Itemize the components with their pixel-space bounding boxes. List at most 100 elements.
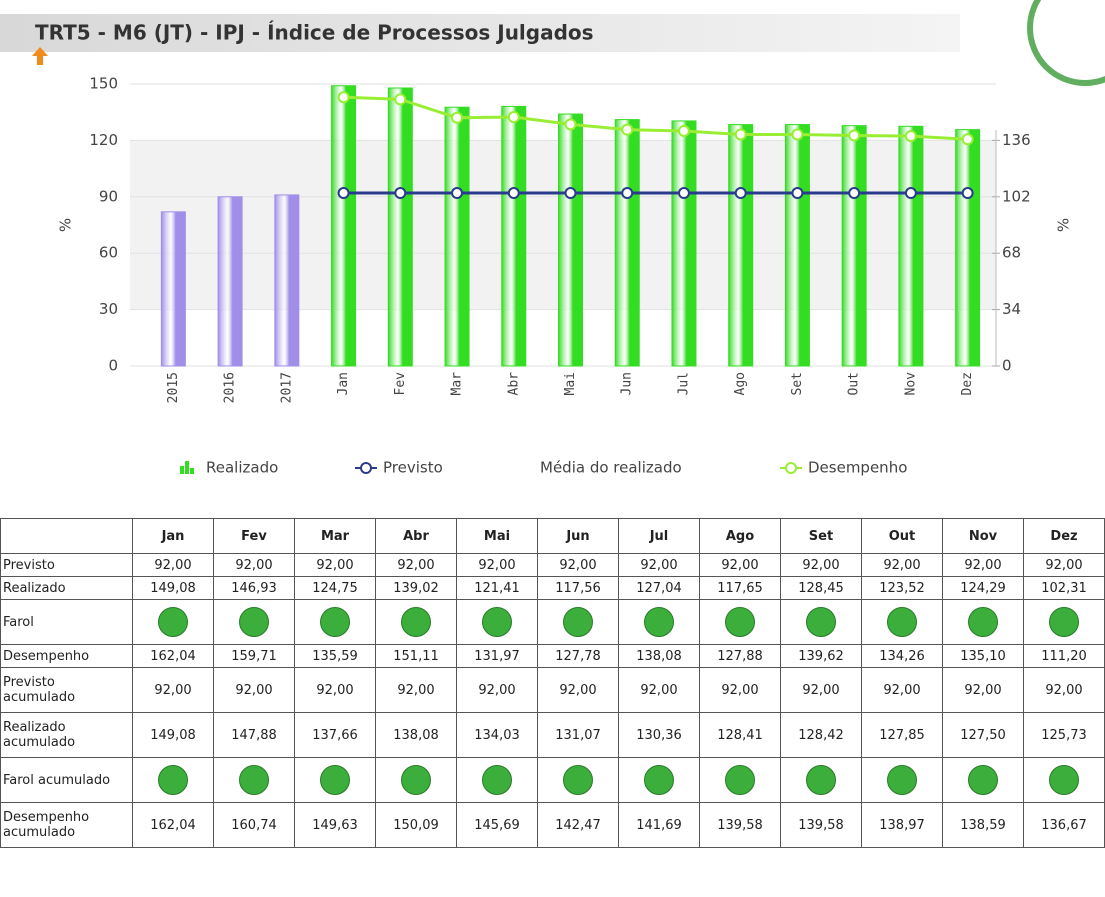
lamp-cell xyxy=(1023,599,1105,645)
legend-label: Desempenho xyxy=(808,459,907,477)
y2-tick-label: 136 xyxy=(1002,131,1031,149)
lamp xyxy=(644,607,674,637)
value-cell: 139,02 xyxy=(375,576,457,600)
bar xyxy=(274,194,300,367)
value-cell: 92,00 xyxy=(942,667,1024,713)
header-cell: Set xyxy=(780,518,862,554)
line-point xyxy=(507,111,520,124)
up-arrow xyxy=(32,47,48,65)
value-cell: 92,00 xyxy=(132,553,214,577)
legend-icon xyxy=(360,462,372,474)
y-tick-label: 0 xyxy=(108,357,118,375)
lamp xyxy=(158,607,188,637)
line-point xyxy=(394,93,407,106)
header-cell: Nov xyxy=(942,518,1024,554)
value-cell: 123,52 xyxy=(861,576,943,600)
x-tick-label: Fev xyxy=(393,372,408,396)
x-tick-label: 2015 xyxy=(166,372,181,403)
legend-label: Realizado xyxy=(206,459,278,477)
bar xyxy=(728,124,754,367)
x-tick-label: 2017 xyxy=(279,372,294,403)
line-point xyxy=(337,187,350,200)
bar xyxy=(898,125,924,367)
data-table: Jan Fev Mar Abr Mai Jun Jul Ago Set Out Nov Dez Prev… xyxy=(0,518,1105,848)
value-cell: 138,97 xyxy=(861,802,943,848)
row-label: Realizado xyxy=(0,576,133,600)
lamp-cell xyxy=(780,599,862,645)
chart: TRT5 - M6 (JT) - IPJ - Índice de Process… xyxy=(0,0,1105,477)
value-cell: 92,00 xyxy=(942,553,1024,577)
bar xyxy=(558,113,583,367)
header-cell: Jul xyxy=(618,518,700,554)
bar xyxy=(387,87,413,367)
value-cell: 142,47 xyxy=(537,802,619,848)
value-cell: 92,00 xyxy=(456,553,538,577)
value-cell: 92,00 xyxy=(375,667,457,713)
value-cell: 117,65 xyxy=(699,576,781,600)
x-tick-label: Mai xyxy=(563,372,578,395)
bar xyxy=(160,211,186,367)
x-tick-label: Jun xyxy=(620,372,635,395)
value-cell: 128,42 xyxy=(780,712,862,758)
row-label: Farol xyxy=(0,599,133,645)
value-cell: 162,04 xyxy=(132,644,214,668)
value-cell: 151,11 xyxy=(375,644,457,668)
value-cell: 92,00 xyxy=(1023,553,1105,577)
lamp-cell xyxy=(699,757,781,803)
row-label: Previsto acumulado xyxy=(0,667,133,713)
table-row: Realizado acumulado 149,08 147,88 137,66 138… xyxy=(0,712,1105,758)
lamp xyxy=(239,765,269,795)
row-label: Realizado acumulado xyxy=(0,712,133,758)
lamp xyxy=(725,607,755,637)
line-point xyxy=(451,187,464,200)
lamp-cell xyxy=(861,757,943,803)
line-point xyxy=(734,128,747,141)
lamp-cell xyxy=(375,599,457,645)
x-tick-label: Dez xyxy=(960,372,975,395)
table-row: Realizado 149,08 146,93 124,75 139,02 121,41 1… xyxy=(0,576,1105,600)
lamp xyxy=(401,765,431,795)
value-cell: 138,08 xyxy=(618,644,700,668)
line-point xyxy=(337,91,350,104)
value-cell: 149,08 xyxy=(132,712,214,758)
x-tick-label: Ago xyxy=(733,372,748,395)
value-cell: 139,58 xyxy=(699,802,781,848)
value-cell: 147,88 xyxy=(213,712,295,758)
value-cell: 92,00 xyxy=(375,553,457,577)
value-cell: 135,59 xyxy=(294,644,376,668)
header-cell: Out xyxy=(861,518,943,554)
bar xyxy=(614,119,640,367)
lamp-cell xyxy=(780,757,862,803)
x-tick-label: 2016 xyxy=(223,372,238,403)
lamp xyxy=(482,765,512,795)
header-cell: Jun xyxy=(537,518,619,554)
line-point xyxy=(734,187,747,200)
value-cell: 92,00 xyxy=(537,553,619,577)
lamp xyxy=(158,765,188,795)
chart-title: TRT5 - M6 (JT) - IPJ - Índice de Process… xyxy=(35,21,594,45)
value-cell: 150,09 xyxy=(375,802,457,848)
bar xyxy=(784,124,810,367)
line-point xyxy=(507,187,520,200)
lamp-cell xyxy=(375,757,457,803)
legend-icon xyxy=(190,468,194,474)
lamp-cell xyxy=(456,757,538,803)
lamp xyxy=(887,765,917,795)
legend-label: Previsto xyxy=(383,459,443,477)
value-cell: 149,63 xyxy=(294,802,376,848)
row-label: Farol acumulado xyxy=(0,757,133,803)
line-point xyxy=(961,187,974,200)
lamp xyxy=(401,607,431,637)
line-point xyxy=(451,111,464,124)
y2-tick-label: 68 xyxy=(1002,244,1021,262)
value-cell: 131,97 xyxy=(456,644,538,668)
lamp-cell xyxy=(294,757,376,803)
table-row: Farol acumulado xyxy=(0,757,1105,803)
header-cell: Ago xyxy=(699,518,781,554)
y-tick-label: 120 xyxy=(89,131,118,149)
lamp-cell xyxy=(618,757,700,803)
bar xyxy=(331,85,357,367)
y-tick-label: 60 xyxy=(99,244,118,262)
value-cell: 127,04 xyxy=(618,576,700,600)
